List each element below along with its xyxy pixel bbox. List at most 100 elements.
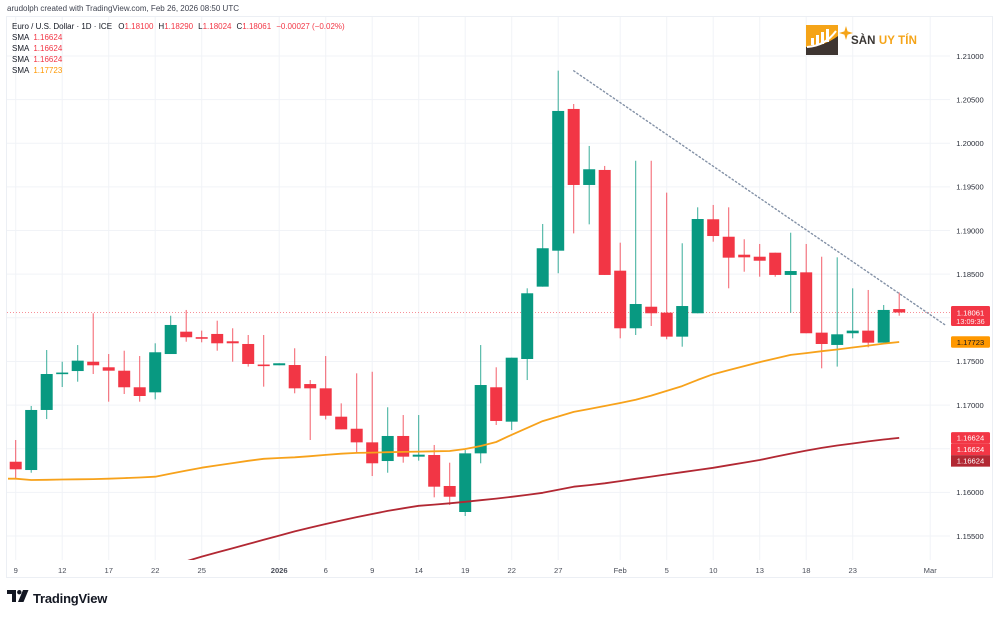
price-axis-label: 1.18500 <box>956 270 983 279</box>
price-tag-sma-red-2: 1.16624 <box>951 443 990 456</box>
candle-body <box>521 293 534 360</box>
price-tag-countdown: 13:09:36 <box>956 317 984 326</box>
candle-body <box>25 409 38 471</box>
candle-body <box>226 341 239 344</box>
candle-body <box>831 334 844 345</box>
price-tag-value: 1.16624 <box>957 434 984 443</box>
tradingview-logo-link[interactable]: TradingView <box>7 590 107 606</box>
chart-legend: Euro / U.S. Dollar · 1D · ICE O1.18100 H1… <box>12 21 345 76</box>
candles <box>9 70 906 517</box>
ohlc-value: 1.18290 <box>164 22 194 31</box>
price-tag-bg <box>951 336 990 348</box>
price-axis-label: 1.19000 <box>956 226 983 235</box>
candle-body <box>738 254 751 258</box>
sma-line-orange <box>8 341 900 481</box>
time-axis-label: 5 <box>665 566 669 575</box>
sma-lines <box>8 341 900 560</box>
legend-symbol-row: Euro / U.S. Dollar · 1D · ICE O1.18100 H1… <box>12 21 345 32</box>
candle <box>304 380 317 440</box>
candle <box>598 165 611 275</box>
candle-body <box>505 357 518 422</box>
candle <box>800 243 813 334</box>
candle-body <box>164 324 177 355</box>
candle <box>490 367 503 425</box>
candle <box>629 160 642 335</box>
time-axis-label: 14 <box>414 566 422 575</box>
candle <box>707 204 720 242</box>
candle-body <box>784 271 797 275</box>
tradingview-logo-icon <box>7 589 29 607</box>
candle <box>552 70 565 274</box>
legend-indicator-sma: SMA 1.16624 <box>12 43 345 54</box>
candle-body <box>815 332 828 344</box>
time-axis-label: 19 <box>461 566 469 575</box>
time-axis-label: 22 <box>151 566 159 575</box>
price-axis-label: 1.19500 <box>956 183 983 192</box>
candle-body <box>9 461 22 470</box>
candle-body <box>753 256 766 261</box>
indicator-value: 1.16624 <box>33 44 63 53</box>
candle-body <box>133 387 146 397</box>
candle <box>614 242 627 339</box>
candle <box>118 350 131 394</box>
price-tag-value: 1.16624 <box>957 445 984 454</box>
indicator-name: SMA <box>12 66 30 75</box>
price-axis-label: 1.16000 <box>956 488 983 497</box>
watermark-brand-left: SÀN <box>851 35 876 47</box>
time-axis-label: 22 <box>507 566 515 575</box>
candle <box>242 334 255 367</box>
time-axis-label: 18 <box>802 566 810 575</box>
candle-body <box>490 387 503 421</box>
candle <box>381 407 394 473</box>
candle-body <box>707 219 720 237</box>
candle <box>288 348 301 394</box>
price-axis-label: 1.21000 <box>956 52 983 61</box>
candle <box>71 345 84 382</box>
candle-body <box>800 272 813 334</box>
candle <box>133 356 146 402</box>
price-axis-label: 1.20000 <box>956 139 983 148</box>
candle-body <box>459 453 472 512</box>
candle <box>505 357 518 431</box>
candle-body <box>676 306 689 337</box>
candle-body <box>862 330 875 343</box>
candle-body <box>118 370 131 388</box>
indicator-value: 1.16624 <box>33 33 63 42</box>
candle-body <box>211 333 224 344</box>
candle-body <box>474 385 487 454</box>
candle <box>846 288 859 339</box>
candle <box>567 103 580 234</box>
candle <box>366 371 379 477</box>
san-uy-tin-logo-icon <box>805 22 853 63</box>
candle-body <box>195 337 208 339</box>
san-uy-tin-watermark: SÀN UY TÍN <box>851 35 917 47</box>
candle <box>273 363 286 366</box>
candle <box>87 313 100 375</box>
candle-body <box>691 219 704 314</box>
candle <box>195 330 208 343</box>
time-axis-label: 10 <box>709 566 717 575</box>
symbol-title: Euro / U.S. Dollar · 1D · ICE <box>12 22 113 31</box>
price-axis-label: 1.20500 <box>956 95 983 104</box>
ohlc-label: H <box>158 22 165 31</box>
candle-body <box>319 388 332 416</box>
candle <box>722 207 735 289</box>
candle-body <box>412 454 425 457</box>
candle-body <box>583 169 596 185</box>
indicator-name: SMA <box>12 33 30 42</box>
candle <box>893 292 906 316</box>
price-tag-sma-orange: 1.17723 <box>951 336 990 348</box>
legend-indicators: SMA 1.16624 SMA 1.16624 SMA 1.16624 SMA 1.17723 <box>12 32 345 76</box>
candle <box>211 320 224 351</box>
candle <box>428 444 441 498</box>
ohlc-value: 1.18061 <box>242 22 272 31</box>
price-axis-label: 1.17500 <box>956 357 983 366</box>
candle <box>25 405 38 473</box>
price-tag-value: 1.16624 <box>957 457 984 466</box>
attribution-text: arudolph created with TradingView.com, F… <box>7 4 239 13</box>
candle <box>180 309 193 342</box>
candle-body <box>614 270 627 329</box>
candle <box>443 462 456 506</box>
candle-body <box>629 304 642 329</box>
time-axis-label: Mar <box>924 566 938 575</box>
